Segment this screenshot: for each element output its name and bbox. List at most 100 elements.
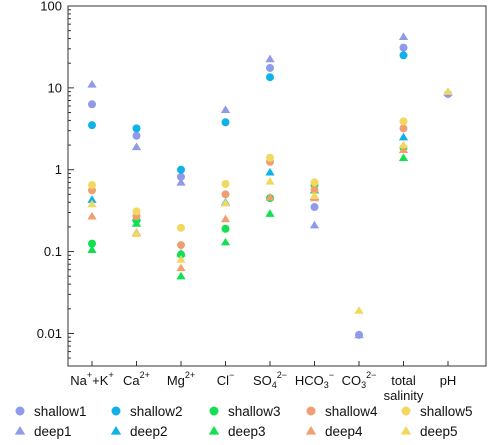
data-point (265, 192, 275, 201)
legend-label: deep4 (325, 424, 363, 439)
data-point (265, 54, 275, 63)
series-shallow2 (88, 51, 408, 174)
data-point (443, 87, 453, 95)
x-tick-label: SO42− (253, 370, 287, 390)
legend-item: deep5 (400, 424, 458, 439)
legend-marker (401, 406, 411, 416)
data-point (177, 250, 185, 259)
data-point (310, 185, 319, 194)
x-tick-label: total salinity (384, 373, 424, 403)
legend-item: shallow5 (401, 404, 473, 419)
data-point (220, 198, 231, 207)
legend-label: shallow4 (325, 404, 378, 419)
data-point (220, 237, 231, 246)
data-point (220, 105, 231, 113)
legend-marker (208, 426, 220, 435)
legend-label: deep2 (130, 424, 168, 439)
data-point (220, 214, 231, 223)
series-deep5 (87, 87, 453, 314)
data-point (310, 203, 319, 212)
data-point (399, 51, 408, 60)
data-point (354, 306, 364, 314)
data-point (88, 100, 96, 109)
data-point (265, 167, 275, 176)
x-tick-label: Mg2+ (167, 370, 195, 388)
data-points (87, 32, 453, 339)
data-point (132, 207, 141, 216)
y-tick-label: 1 (55, 162, 62, 177)
data-point (87, 211, 97, 220)
x-tick-label: pH (440, 373, 457, 388)
y-axis: 100 10 1 0.1 0.01 (37, 0, 74, 367)
legend-marker (209, 406, 219, 416)
data-point (265, 209, 275, 217)
data-point (88, 181, 96, 190)
data-point (131, 229, 142, 237)
legend-item: deep1 (14, 424, 72, 439)
series-deep2 (87, 132, 409, 257)
legend-marker (14, 426, 26, 435)
legend-label: shallow5 (420, 404, 473, 419)
y-tick-label: 10 (48, 80, 62, 95)
data-point (398, 153, 409, 161)
series-shallow3 (88, 143, 408, 259)
data-point (221, 118, 230, 127)
legend-item: shallow4 (306, 404, 378, 419)
data-point (221, 224, 230, 233)
legend-label: shallow3 (228, 404, 281, 419)
x-tick-label: Cl− (217, 370, 235, 388)
data-point (131, 142, 142, 151)
y-tick-label: 0.01 (37, 326, 62, 341)
data-point (398, 145, 409, 154)
data-point (398, 140, 409, 149)
legend-item: shallow1 (15, 404, 87, 419)
data-point (177, 241, 185, 250)
data-point (177, 165, 185, 174)
data-point (310, 178, 319, 187)
data-point (132, 131, 141, 140)
data-point (131, 219, 142, 227)
legend-label: shallow2 (130, 404, 183, 419)
y-tick-label: 100 (40, 0, 62, 14)
data-point (87, 195, 97, 203)
x-tick-label: Na++K+ (70, 370, 113, 388)
data-point (354, 330, 364, 339)
plot-frame (67, 5, 487, 367)
data-point (399, 117, 408, 126)
legend-label: shallow1 (34, 404, 87, 419)
legend-item: shallow2 (111, 404, 183, 419)
legend-label: deep1 (34, 424, 72, 439)
data-point (399, 124, 408, 133)
data-point (266, 63, 274, 72)
series-shallow5 (88, 117, 408, 232)
legend-item: deep3 (208, 424, 266, 439)
data-point (177, 223, 185, 232)
legend-marker (306, 406, 316, 416)
y-tick-label: 0.1 (44, 244, 62, 259)
series-shallow1 (88, 43, 452, 339)
legend-marker (305, 426, 317, 435)
data-point (176, 177, 186, 186)
data-point (266, 153, 274, 162)
legend-item: deep4 (305, 424, 363, 439)
legend-marker (15, 406, 25, 416)
data-point (176, 255, 186, 263)
data-point (88, 239, 96, 248)
legend: shallow1 deep1 shallow2 deep2 shallow3 deep3 s… (14, 404, 473, 439)
x-axis: Na++K+ Ca2+ Mg2+ Cl− SO42− HCO3− CO32− total sal… (70, 361, 456, 403)
plot-area: 100 10 1 0.1 0.01 Na++K+ Ca2+ Mg2+ Cl− SO42− HCO3… (37, 0, 487, 403)
legend-marker (111, 406, 121, 416)
legend-label: deep3 (228, 424, 266, 439)
data-point (221, 179, 230, 188)
data-point (309, 220, 320, 229)
data-point (266, 73, 274, 82)
data-point (87, 199, 97, 208)
legend-marker (110, 426, 122, 435)
data-point (399, 43, 408, 52)
legend-label: deep5 (420, 424, 458, 439)
data-point (177, 172, 185, 181)
data-point (309, 191, 320, 199)
legend-item: deep2 (110, 424, 168, 439)
x-tick-label: Ca2+ (123, 370, 150, 388)
